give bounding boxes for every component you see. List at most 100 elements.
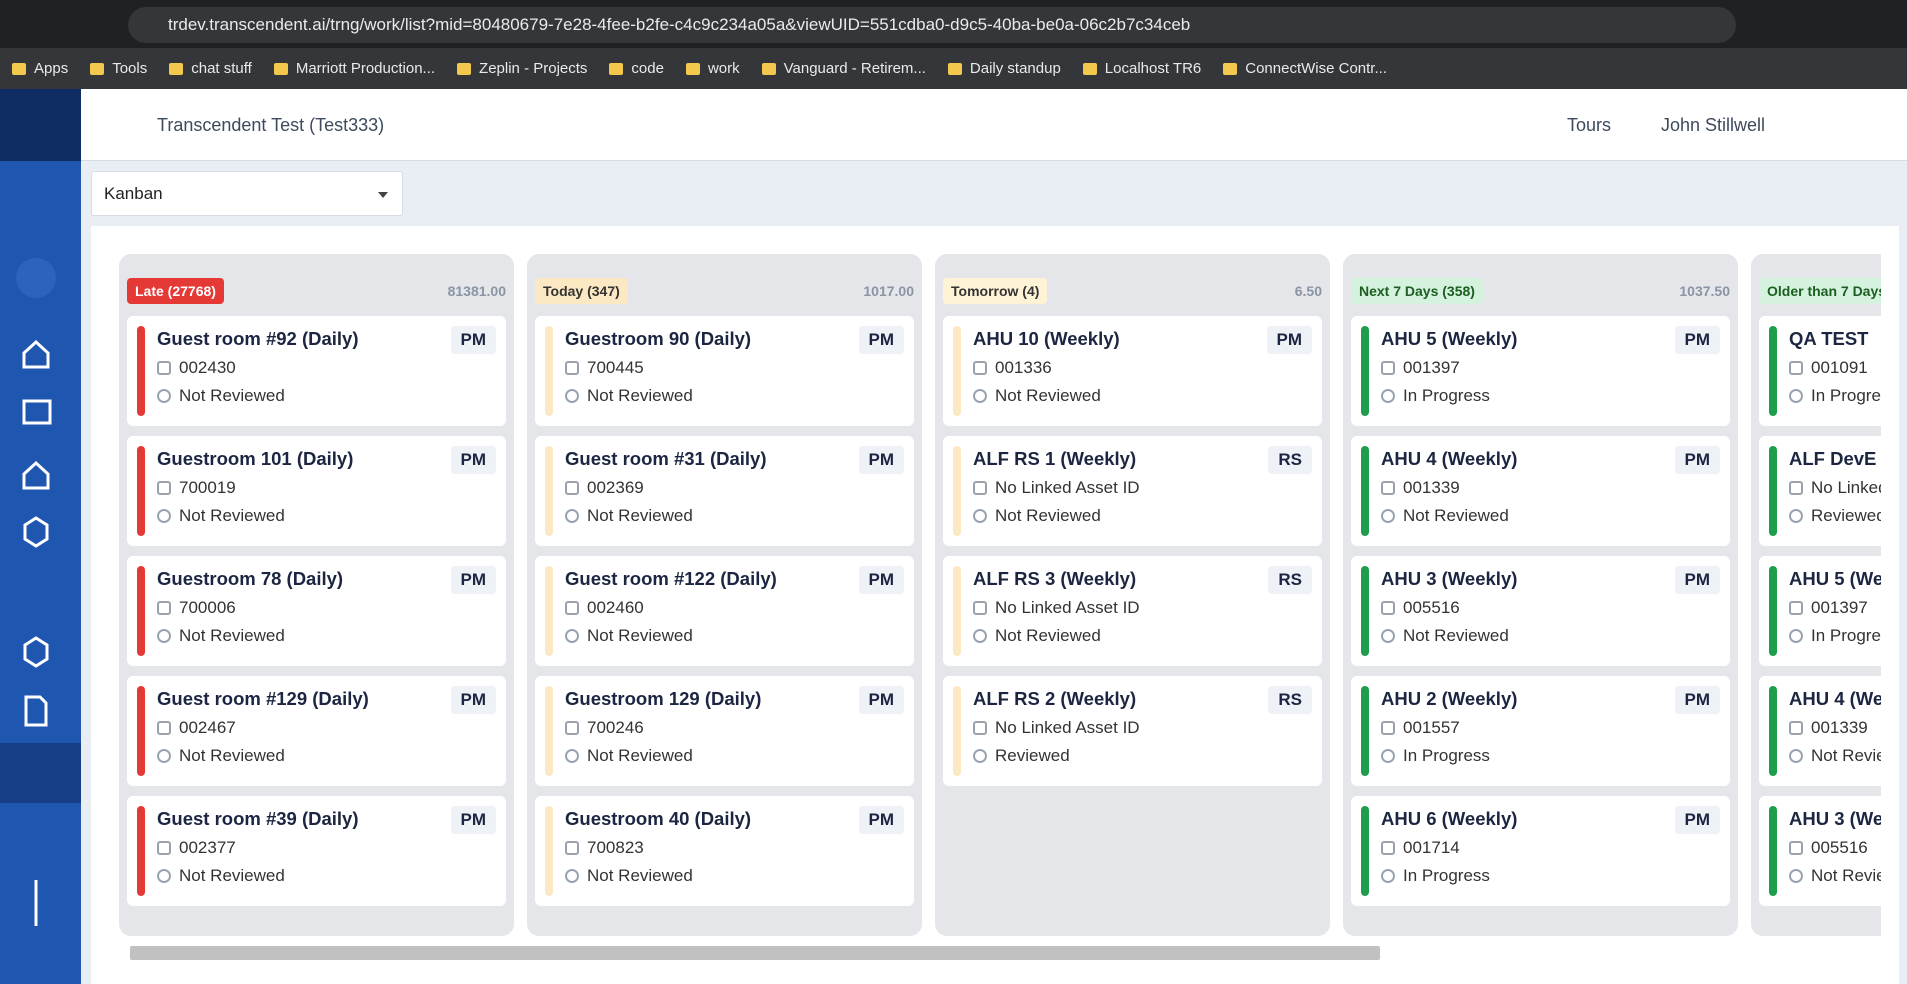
card-tag: PM xyxy=(450,326,496,354)
card-status: Not Reviewed xyxy=(565,626,914,646)
status-icon xyxy=(1789,749,1803,763)
asset-icon xyxy=(157,361,171,375)
bookmark-label: Vanguard - Retirem... xyxy=(783,60,926,77)
card-status: Not Reviewed xyxy=(565,866,914,886)
card-tag: PM xyxy=(858,566,904,594)
work-card[interactable]: Guestroom 101 (Daily) PM 700019 Not Reviewe… xyxy=(127,436,506,546)
card-status: Not Reviewed xyxy=(1789,746,1881,766)
bookmark[interactable]: Apps xyxy=(12,60,68,77)
card-title: ALF RS 1 (Weekly) xyxy=(973,448,1137,469)
asset-id: 001397 xyxy=(1403,358,1460,377)
card-asset: 001397 xyxy=(1789,598,1881,618)
asset-id: 002467 xyxy=(179,718,236,737)
bookmark[interactable]: Marriott Production... xyxy=(273,60,435,77)
bookmark-icon xyxy=(12,62,26,75)
bookmark[interactable]: Tools xyxy=(90,60,147,77)
card-status: Not Reviewed xyxy=(157,866,506,886)
asset-icon xyxy=(157,721,171,735)
card-title: AHU 3 (Weekly) xyxy=(1789,808,1881,829)
bookmark-icon xyxy=(90,62,105,75)
card-title: AHU 4 (Weekly) xyxy=(1381,448,1518,469)
bookmark[interactable]: Localhost TR6 xyxy=(1082,60,1201,77)
asset-icon xyxy=(1789,361,1803,375)
status-text: Not Reviewed xyxy=(1811,866,1881,885)
work-card[interactable]: ALF DevE old WorkRSNo Linked Asset IDRev… xyxy=(1759,436,1881,546)
scrollbar[interactable] xyxy=(130,946,1380,960)
asset-id: 700006 xyxy=(179,598,236,617)
work-card[interactable]: ALF RS 1 (Weekly) RS No Linked Asset ID Not… xyxy=(943,436,1322,546)
bookmark-icon xyxy=(1223,62,1238,75)
bookmark[interactable]: Zeplin - Projects xyxy=(457,60,587,77)
asset-icon xyxy=(973,481,987,495)
asset-icon xyxy=(1381,601,1395,615)
work-card[interactable]: Guest room #122 (Daily) PM 002460 Not Revie… xyxy=(535,556,914,666)
asset-id: 700246 xyxy=(587,718,644,737)
asset-id: 001714 xyxy=(1403,838,1460,857)
card-status: Not Reviewed xyxy=(1381,626,1730,646)
asset-id: 001091 xyxy=(1811,358,1868,377)
status-text: Reviewed xyxy=(995,746,1070,765)
status-text: In Progress xyxy=(1811,386,1881,405)
asset-icon xyxy=(1381,361,1395,375)
work-card[interactable]: Guest room #92 (Daily) PM 002430 Not Review… xyxy=(127,316,506,426)
work-card[interactable]: Guest room #39 (Daily) PM 002377 Not Review… xyxy=(127,796,506,906)
work-card[interactable]: Guestroom 78 (Daily) PM 700006 Not Reviewed xyxy=(127,556,506,666)
card-asset: 001339 xyxy=(1381,478,1730,498)
address-bar[interactable]: trdev.transcendent.ai/trng/work/list?mid… xyxy=(128,7,1736,43)
card-status: Not Reviewed xyxy=(973,506,1322,526)
work-card[interactable]: AHU 2 (Weekly) PM 001557 In Progress xyxy=(1351,676,1730,786)
work-card[interactable]: Guestroom 129 (Daily) PM 700246 Not Reviewe… xyxy=(535,676,914,786)
work-card[interactable]: AHU 6 (Weekly) PM 001714 In Progress xyxy=(1351,796,1730,906)
logo[interactable] xyxy=(0,89,81,161)
work-card[interactable]: QA TESTPM001091In Progress xyxy=(1759,316,1881,426)
user-menu[interactable]: John Stillwell xyxy=(1661,115,1766,135)
status-icon xyxy=(973,629,987,643)
sidebar-icons xyxy=(0,258,81,926)
asset-id: 005516 xyxy=(1811,838,1868,857)
work-card[interactable]: Guestroom 90 (Daily) PM 700445 Not Reviewed xyxy=(535,316,914,426)
bookmark[interactable]: chat stuff xyxy=(169,60,252,77)
status-icon xyxy=(1789,509,1803,523)
bookmark[interactable]: ConnectWise Contr... xyxy=(1223,60,1387,77)
card-tag: PM xyxy=(450,566,496,594)
card-asset: 005516 xyxy=(1381,598,1730,618)
view-select[interactable]: Kanban xyxy=(91,171,403,216)
bookmark-label: Daily standup xyxy=(969,60,1061,77)
bookmark[interactable]: Daily standup xyxy=(947,60,1061,77)
asset-icon xyxy=(1789,481,1803,495)
card-status: Not Reviewed xyxy=(565,746,914,766)
work-card[interactable]: Guest room #31 (Daily) PM 002369 Not Review… xyxy=(535,436,914,546)
bookmark[interactable]: code xyxy=(609,60,664,77)
status-text: In Progress xyxy=(1403,386,1490,405)
card-asset: 700246 xyxy=(565,718,914,738)
tours-link[interactable]: Tours xyxy=(1567,115,1612,135)
workspace-selector[interactable]: Transcendent Test (Test333) xyxy=(157,115,385,135)
card-title: Guestroom 101 (Daily) xyxy=(157,448,354,469)
kanban-board: Late (27768) 81381.00 Guest room #92 (Dail… xyxy=(119,254,1881,936)
asset-icon xyxy=(565,361,579,375)
bookmark[interactable]: Vanguard - Retirem... xyxy=(761,60,926,77)
bookmark-label: ConnectWise Contr... xyxy=(1245,60,1387,77)
asset-icon xyxy=(157,601,171,615)
asset-icon xyxy=(1381,721,1395,735)
card-tag: RS xyxy=(1268,566,1312,594)
bookmark[interactable]: work xyxy=(685,60,740,77)
work-card[interactable]: ALF RS 3 (Weekly) RS No Linked Asset ID Not… xyxy=(943,556,1322,666)
card-asset: 001091 xyxy=(1789,358,1881,378)
card-asset: 005516 xyxy=(1789,838,1881,858)
work-card[interactable]: Guestroom 40 (Daily) PM 700823 Not Reviewed xyxy=(535,796,914,906)
work-card[interactable]: AHU 10 (Weekly) PM 001336 Not Reviewed xyxy=(943,316,1322,426)
work-card[interactable]: Guest room #129 (Daily) PM 002467 Not Revie… xyxy=(127,676,506,786)
card-asset: 700019 xyxy=(157,478,506,498)
bookmark-icon xyxy=(169,62,184,75)
work-card[interactable]: ALF RS 2 (Weekly) RS No Linked Asset ID Rev… xyxy=(943,676,1322,786)
status-text: Not Reviewed xyxy=(587,386,693,405)
column-hours: 1037.50 xyxy=(1679,283,1730,299)
card-asset: 002430 xyxy=(157,358,506,378)
